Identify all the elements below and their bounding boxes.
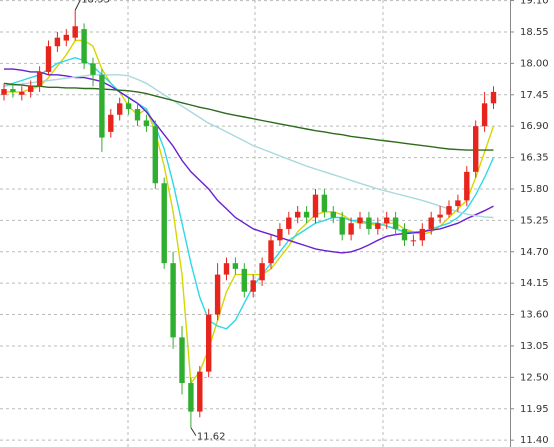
candle-body bbox=[455, 200, 461, 207]
candle-body bbox=[152, 126, 158, 184]
candle-body bbox=[99, 74, 105, 138]
annotation: 18.93 bbox=[81, 0, 110, 5]
candle-body bbox=[268, 240, 274, 264]
candle-body bbox=[384, 217, 390, 224]
candle-body bbox=[481, 103, 488, 127]
candle-body bbox=[28, 86, 34, 92]
candle-body bbox=[90, 63, 96, 75]
candle-body bbox=[259, 263, 265, 281]
ma-line bbox=[3, 82, 494, 151]
annotation-pointer bbox=[74, 0, 81, 11]
candle-body bbox=[197, 371, 203, 412]
annotation: 11.62 bbox=[197, 432, 226, 443]
candle-body bbox=[54, 37, 61, 47]
y-tick-label: 14.70 bbox=[520, 247, 549, 258]
candle-body bbox=[312, 194, 319, 218]
candle-body bbox=[232, 263, 239, 269]
y-tick-label: 11.40 bbox=[520, 435, 549, 446]
candle-body bbox=[428, 217, 434, 229]
candle-body bbox=[490, 91, 497, 104]
y-tick-label: 13.60 bbox=[520, 310, 549, 321]
candle-body bbox=[375, 223, 381, 229]
candle-body bbox=[10, 89, 16, 92]
y-tick-label: 11.95 bbox=[520, 404, 549, 415]
candle-body bbox=[81, 29, 87, 64]
y-tick-label: 15.25 bbox=[520, 215, 549, 226]
candle-body bbox=[321, 194, 328, 212]
candle-body bbox=[348, 223, 354, 235]
candle-body bbox=[63, 34, 69, 41]
candle-body bbox=[392, 217, 399, 229]
candle-body bbox=[366, 217, 372, 229]
candle-body bbox=[241, 268, 247, 292]
candle-body bbox=[473, 126, 479, 172]
annotation-pointer bbox=[190, 427, 197, 436]
candle-body bbox=[1, 89, 7, 95]
candle-body bbox=[419, 228, 425, 241]
candle-body bbox=[36, 71, 43, 87]
y-tick-label: 17.45 bbox=[520, 90, 549, 101]
y-tick-label: 15.80 bbox=[520, 184, 549, 195]
candle-body bbox=[125, 103, 132, 110]
candle-body bbox=[401, 228, 408, 241]
candle-body bbox=[410, 240, 417, 242]
y-tick-label: 14.15 bbox=[520, 278, 549, 289]
candle-body bbox=[250, 280, 256, 292]
candle-body bbox=[339, 217, 345, 235]
y-tick-label: 13.05 bbox=[520, 341, 549, 352]
y-tick-label: 19.10 bbox=[520, 0, 549, 7]
candle-body bbox=[286, 217, 292, 229]
y-tick-label: 12.50 bbox=[520, 372, 549, 383]
candle-body bbox=[108, 114, 114, 132]
y-tick-label: 16.35 bbox=[520, 153, 549, 164]
candle-body bbox=[303, 211, 310, 218]
candle-body bbox=[188, 383, 194, 412]
candle-body bbox=[117, 103, 123, 115]
candle-body bbox=[134, 109, 141, 121]
y-tick-label: 18.00 bbox=[520, 58, 549, 69]
ma-line bbox=[4, 68, 494, 254]
candle-body bbox=[357, 217, 363, 224]
ma-line bbox=[3, 74, 494, 219]
candle-body bbox=[437, 214, 443, 218]
candle-body bbox=[161, 183, 167, 264]
candle-body bbox=[19, 91, 25, 95]
y-tick-label: 16.90 bbox=[520, 121, 549, 132]
y-tick-label: 18.55 bbox=[520, 27, 549, 38]
candle-body bbox=[143, 120, 150, 127]
candle-body bbox=[446, 206, 452, 215]
candle-body bbox=[277, 228, 283, 241]
candle-body bbox=[72, 26, 78, 38]
candle-body bbox=[206, 314, 212, 372]
candle-body bbox=[330, 211, 336, 218]
candle-body bbox=[45, 46, 52, 72]
candle-body bbox=[295, 211, 301, 218]
candle-body bbox=[214, 274, 221, 315]
candle-body bbox=[223, 263, 230, 275]
candle-body bbox=[170, 263, 176, 338]
candle-body bbox=[464, 171, 470, 201]
candle-body bbox=[179, 337, 185, 384]
